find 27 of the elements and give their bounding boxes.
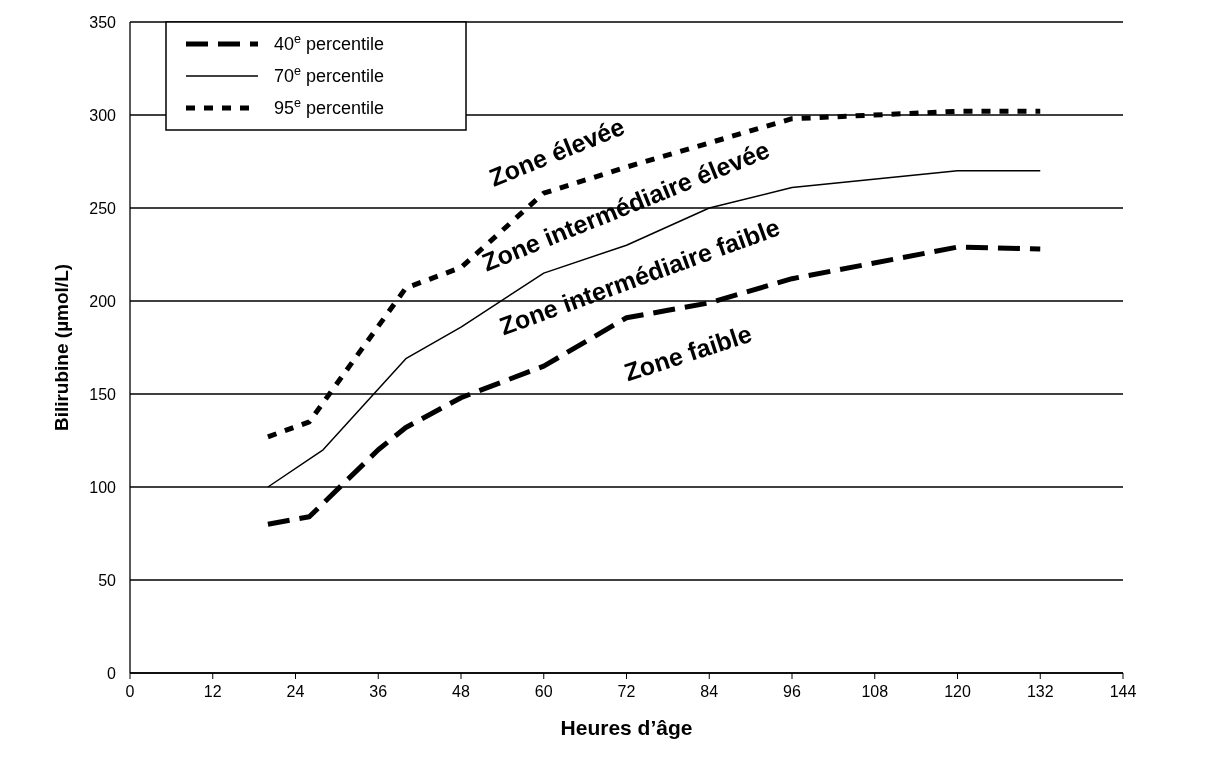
x-tick-label: 12 [203,683,222,700]
x-tick-label: 84 [700,683,719,700]
legend-label: 40$^{e}$ percentile [274,32,385,54]
y-tick-label: 200 [89,293,117,310]
x-tick-label: 60 [534,683,553,700]
y-tick-label: 150 [89,386,117,403]
annotation: Zone faible [620,318,755,387]
y-tick-label: 0 [107,665,117,682]
y-tick-label: 300 [89,107,117,124]
x-tick-label: 36 [369,683,388,700]
y-tick-label: 50 [98,572,117,589]
legend-label: 95$^{e}$ percentile [274,96,385,118]
x-tick-label: 24 [286,683,305,700]
y-tick-label: 100 [89,479,117,496]
x-axis-title: Heures d’âge [560,716,693,739]
y-tick-label: 250 [89,200,117,217]
x-tick-label: 0 [125,683,135,700]
y-axis-title: Bilirubine (µmol/L) [51,263,72,432]
x-tick-label: 132 [1026,683,1054,700]
x-tick-label: 144 [1109,683,1137,700]
y-tick-label: 350 [89,14,117,31]
x-tick-label: 96 [783,683,801,700]
x-tick-label: 108 [861,683,889,700]
legend-label: 70$^{e}$ percentile [274,64,385,86]
x-tick-label: 72 [617,683,636,700]
x-tick-label: 120 [944,683,971,700]
x-tick-label: 48 [452,683,470,700]
